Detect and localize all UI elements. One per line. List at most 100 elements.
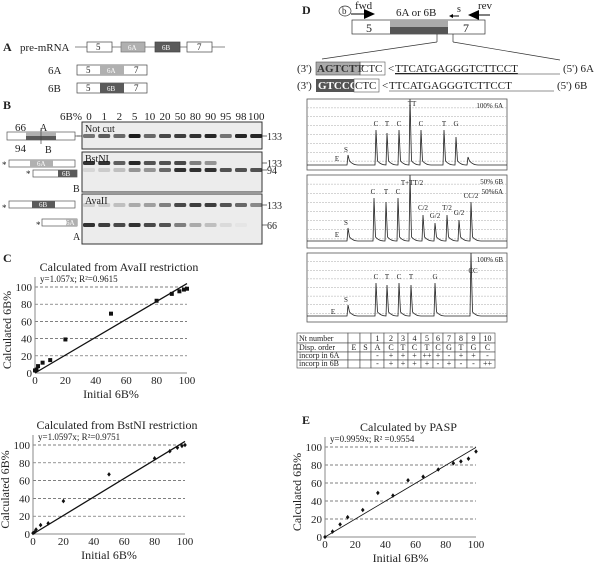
table-cell-text: - <box>376 359 379 368</box>
table-cell-text: 6 <box>436 334 440 343</box>
table-cell-text: 10 <box>484 334 492 343</box>
site-b: B <box>73 184 80 195</box>
sequence-6a: (3') AGTCTT CTC < TTCATGAGGGTCTTCCT (5')… <box>297 61 594 76</box>
gel-band <box>159 134 171 138</box>
exon-6a-part <box>390 20 448 27</box>
lane-label: 1 <box>101 111 107 123</box>
peak-label: CC <box>468 267 478 275</box>
lane-label: 5 <box>132 111 138 123</box>
y-tick-label: 60 <box>19 476 31 488</box>
label-star: * <box>2 160 7 170</box>
gel-band <box>83 134 95 138</box>
peak-label: T+TT/2 <box>401 179 424 187</box>
panel-label-e: E <box>302 413 310 427</box>
data-point <box>338 522 342 527</box>
y-tick-label: 40 <box>311 496 323 508</box>
gel-band <box>219 203 232 207</box>
data-point <box>451 460 456 466</box>
table-cell-text: 9 <box>472 334 476 343</box>
table-cell-text: G <box>446 343 452 352</box>
gel-band <box>189 161 202 165</box>
table-cell-text: + <box>412 351 417 360</box>
gel-band <box>174 223 187 227</box>
size-marker: 133 <box>267 132 282 143</box>
fit-line <box>34 282 188 374</box>
gel-band <box>159 168 171 172</box>
y-tick-label: 40 <box>19 493 31 505</box>
gel-band <box>250 203 263 207</box>
gel-band <box>143 161 156 165</box>
x-tick-label: 40 <box>90 375 102 387</box>
data-point <box>36 364 41 369</box>
x-axis-label: Initial 6B% <box>81 548 137 562</box>
lane-header: 6B% <box>60 111 82 123</box>
gel-band <box>113 223 126 227</box>
x-tick-label: 60 <box>410 539 422 551</box>
peak-label: G/2 <box>454 209 465 217</box>
table-cell-text: 8 <box>459 334 463 343</box>
exon-7-label: 7 <box>197 42 202 52</box>
data-point <box>38 522 43 528</box>
x-tick-label: 60 <box>119 536 131 548</box>
peak-label: S <box>344 296 348 304</box>
exon-6b <box>154 41 181 53</box>
x-tick-label: 20 <box>58 536 70 548</box>
x-tick-label: 80 <box>151 375 163 387</box>
gel-band <box>189 134 202 138</box>
gel-band <box>113 134 126 138</box>
panel-label-d: D <box>302 3 311 17</box>
y-tick-label: 0 <box>25 529 31 541</box>
ctc-box <box>353 78 380 93</box>
y-tick-label: 60 <box>311 478 323 490</box>
size-marker: 133 <box>267 159 282 170</box>
gel-band <box>219 168 232 172</box>
table-cell-text: + <box>425 359 430 368</box>
seq-suffix: (5') 6A <box>563 63 594 75</box>
exon-7-label: 7 <box>134 65 139 75</box>
pyrogram-subtitle: 50%6A <box>482 188 503 196</box>
isoform-6a-label: 6A <box>48 65 62 77</box>
peak-label: T <box>409 273 414 281</box>
gel-band <box>128 168 141 172</box>
sequence-6b: (3') GTCCG CTC < TTCATGAGGGTCTTCCT (5') … <box>297 78 587 93</box>
data-point <box>330 529 335 534</box>
panel-a: A pre-mRNA 5 6A 6B 7 6A 5 6A 7 6B 5 6B 7 <box>3 40 225 95</box>
exon-6a <box>66 219 77 226</box>
table-cell-text: C <box>412 343 417 352</box>
peak-label: G <box>432 273 437 281</box>
peak-label: E <box>335 155 339 163</box>
seq-prefix: (3') <box>297 63 312 75</box>
y-tick-label: 80 <box>21 299 33 311</box>
y-tick-label: 0 <box>27 368 33 380</box>
label-star: * <box>2 203 7 213</box>
gel-band <box>143 134 156 138</box>
site-a: A <box>40 123 48 134</box>
gel-band <box>174 168 187 172</box>
chart-title: Calculated from BstNI restriction <box>37 418 198 432</box>
data-point <box>34 527 38 532</box>
table-cell-text: + <box>389 359 394 368</box>
lane-label: 2 <box>117 111 123 123</box>
pyrogram-trace <box>307 252 507 317</box>
table-cell-text: 4 <box>413 334 417 343</box>
exon-5-label: 5 <box>86 65 91 75</box>
exon-6b <box>58 170 77 177</box>
x-axis-label: Initial 6B% <box>83 387 139 401</box>
peak-label: G/2 <box>430 212 441 220</box>
gel-title: BstNI <box>85 154 109 165</box>
table-cell-text: + <box>471 351 476 360</box>
data-point <box>180 443 184 449</box>
table-cell <box>479 359 496 369</box>
peak-label: C <box>374 120 379 128</box>
table-cell-text: incorp in 6A <box>299 351 340 360</box>
size-marker: 133 <box>267 201 282 212</box>
pyrogram-trace <box>307 174 507 242</box>
x-tick-label: 0 <box>322 539 328 551</box>
seq-arrow: < <box>388 63 394 75</box>
table-cell-text: C <box>435 343 440 352</box>
exon-6a-label: 6A <box>37 160 46 168</box>
seq-arrow: < <box>382 80 388 92</box>
seq-6b-specific: GTCCG <box>318 80 359 92</box>
x-tick-label: 100 <box>177 536 194 548</box>
